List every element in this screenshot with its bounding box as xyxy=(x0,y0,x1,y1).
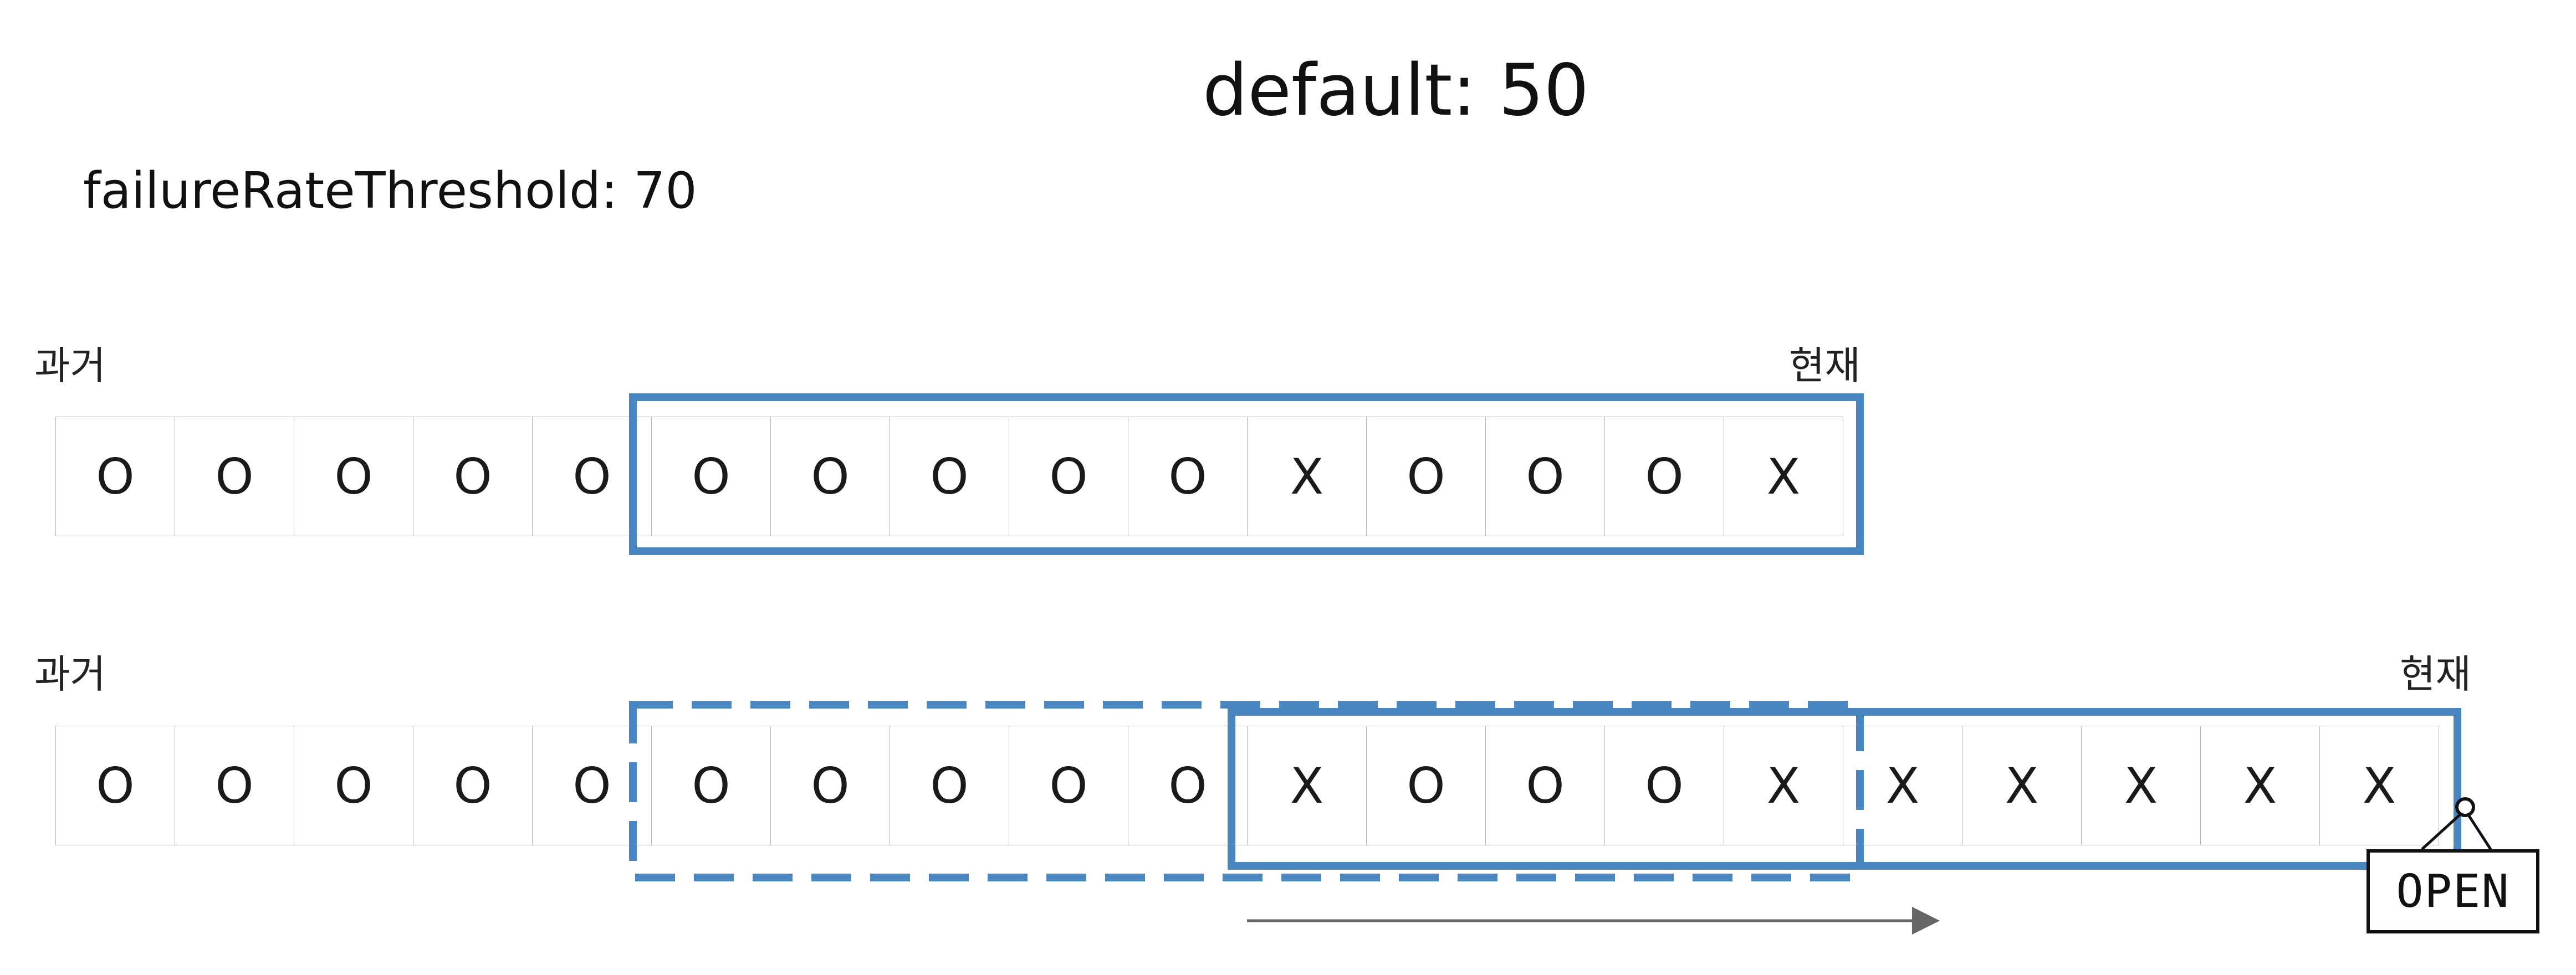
failure-rate-threshold-label: failureRateThreshold: 70 xyxy=(83,162,697,220)
result-cell: O xyxy=(532,417,652,536)
result-cell: O xyxy=(294,726,413,845)
result-cell: O xyxy=(55,417,175,536)
result-cell: O xyxy=(1604,726,1724,845)
result-cell: O xyxy=(651,726,771,845)
result-cell: X xyxy=(1724,726,1843,845)
result-cell: O xyxy=(770,726,890,845)
result-cell: O xyxy=(294,417,413,536)
result-cell: X xyxy=(1247,726,1367,845)
result-cell: O xyxy=(1009,417,1128,536)
result-cell: X xyxy=(2081,726,2201,845)
result-cell: O xyxy=(1128,417,1248,536)
result-cell: O xyxy=(1366,417,1486,536)
result-cell: X xyxy=(2319,726,2439,845)
open-sign: OPEN xyxy=(2367,849,2539,933)
row2-present-label: 현재 xyxy=(2400,651,2471,697)
result-cell: X xyxy=(1843,726,1962,845)
result-cell: O xyxy=(1128,726,1248,845)
result-cell: O xyxy=(55,726,175,845)
result-cell: O xyxy=(890,726,1009,845)
diagram-title: default: 50 xyxy=(1203,49,1589,132)
row1-present-label: 현재 xyxy=(1789,343,1861,388)
result-cell: X xyxy=(1962,726,2082,845)
row2-past-label: 과거 xyxy=(34,651,106,697)
result-cell: O xyxy=(175,726,294,845)
result-cell: O xyxy=(770,417,890,536)
result-cell: O xyxy=(890,417,1009,536)
result-cell: O xyxy=(1485,726,1605,845)
result-cell: X xyxy=(1724,417,1843,536)
result-cell: O xyxy=(1485,417,1605,536)
result-cell: X xyxy=(1247,417,1367,536)
result-cell: O xyxy=(413,726,533,845)
result-cell: X xyxy=(2200,726,2320,845)
row1-past-label: 과거 xyxy=(34,343,106,388)
result-cell: O xyxy=(651,417,771,536)
result-cell: O xyxy=(1366,726,1486,845)
result-cell: O xyxy=(413,417,533,536)
result-cell: O xyxy=(175,417,294,536)
result-cell: O xyxy=(1604,417,1724,536)
result-cell: O xyxy=(532,726,652,845)
result-cell: O xyxy=(1009,726,1128,845)
